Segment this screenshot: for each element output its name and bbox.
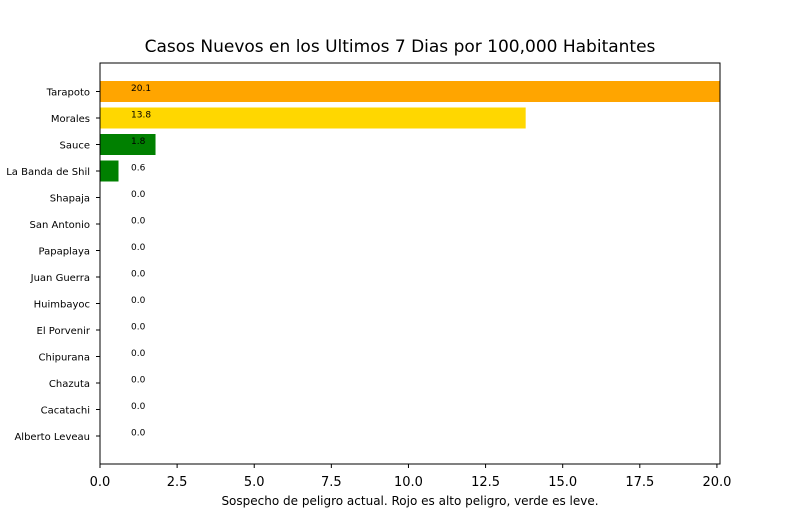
data-label: 0.0 (131, 429, 146, 439)
y-tick-label: Shapaja (50, 194, 90, 205)
chart-title: Casos Nuevos en los Ultimos 7 Dias por 1… (145, 37, 656, 57)
x-tick-label: 10.0 (394, 475, 423, 490)
y-tick-label: La Banda de Shil (6, 167, 90, 178)
data-label: 0.0 (131, 376, 146, 386)
data-labels: 20.1 13.8 1.8 0.6 0.0 0.0 0.0 0.0 0.0 0.0 0.0 0.0 0.… (131, 84, 151, 439)
data-label: 0.0 (131, 402, 146, 412)
y-tick-label: San Antonio (30, 220, 90, 231)
y-tick-label: El Porvenir (37, 326, 91, 337)
x-tick-label: 20.0 (702, 475, 731, 490)
data-label: 0.0 (131, 217, 146, 227)
bars-group (100, 81, 720, 182)
y-tick-label: Tarapoto (46, 88, 90, 99)
data-label: 0.0 (131, 243, 146, 253)
data-label: 0.0 (131, 323, 146, 333)
x-ticks: 0.0 2.5 5.0 7.5 10.0 12.5 15.0 17.5 20.0 (90, 464, 731, 490)
x-tick-label: 5.0 (244, 475, 265, 490)
y-tick-label: Cacatachi (41, 406, 90, 417)
data-label: 13.8 (131, 111, 151, 121)
data-label: 0.0 (131, 270, 146, 280)
data-label: 0.0 (131, 349, 146, 359)
bar (100, 160, 119, 182)
plot-frame (99, 62, 721, 465)
data-label: 20.1 (131, 84, 151, 94)
x-tick-label: 2.5 (167, 475, 188, 490)
data-label: 0.0 (131, 296, 146, 306)
bar (100, 81, 720, 102)
bar (100, 134, 156, 155)
data-label: 0.6 (131, 164, 146, 174)
y-tick-label: Chipurana (39, 353, 91, 364)
y-tick-label: Sauce (60, 141, 90, 152)
data-label: 0.0 (131, 190, 146, 200)
y-tick-label: Papaplaya (39, 247, 90, 258)
data-label: 1.8 (131, 137, 146, 147)
x-axis-label: Sospecho de peligro actual. Rojo es alto… (221, 494, 598, 508)
y-tick-labels: Tarapoto Morales Sauce La Banda de Shil Shap… (6, 88, 100, 443)
y-tick-label: Chazuta (49, 379, 90, 390)
y-tick-label: Morales (51, 114, 90, 125)
y-tick-label: Juan Guerra (30, 273, 90, 284)
y-tick-label: Alberto Leveau (14, 432, 90, 443)
bar (100, 107, 526, 129)
x-tick-label: 15.0 (548, 475, 577, 490)
y-tick-label: Huimbayoc (34, 300, 90, 311)
x-tick-label: 7.5 (321, 475, 342, 490)
x-tick-label: 17.5 (625, 475, 654, 490)
x-tick-label: 12.5 (471, 475, 500, 490)
x-tick-label: 0.0 (90, 475, 111, 490)
